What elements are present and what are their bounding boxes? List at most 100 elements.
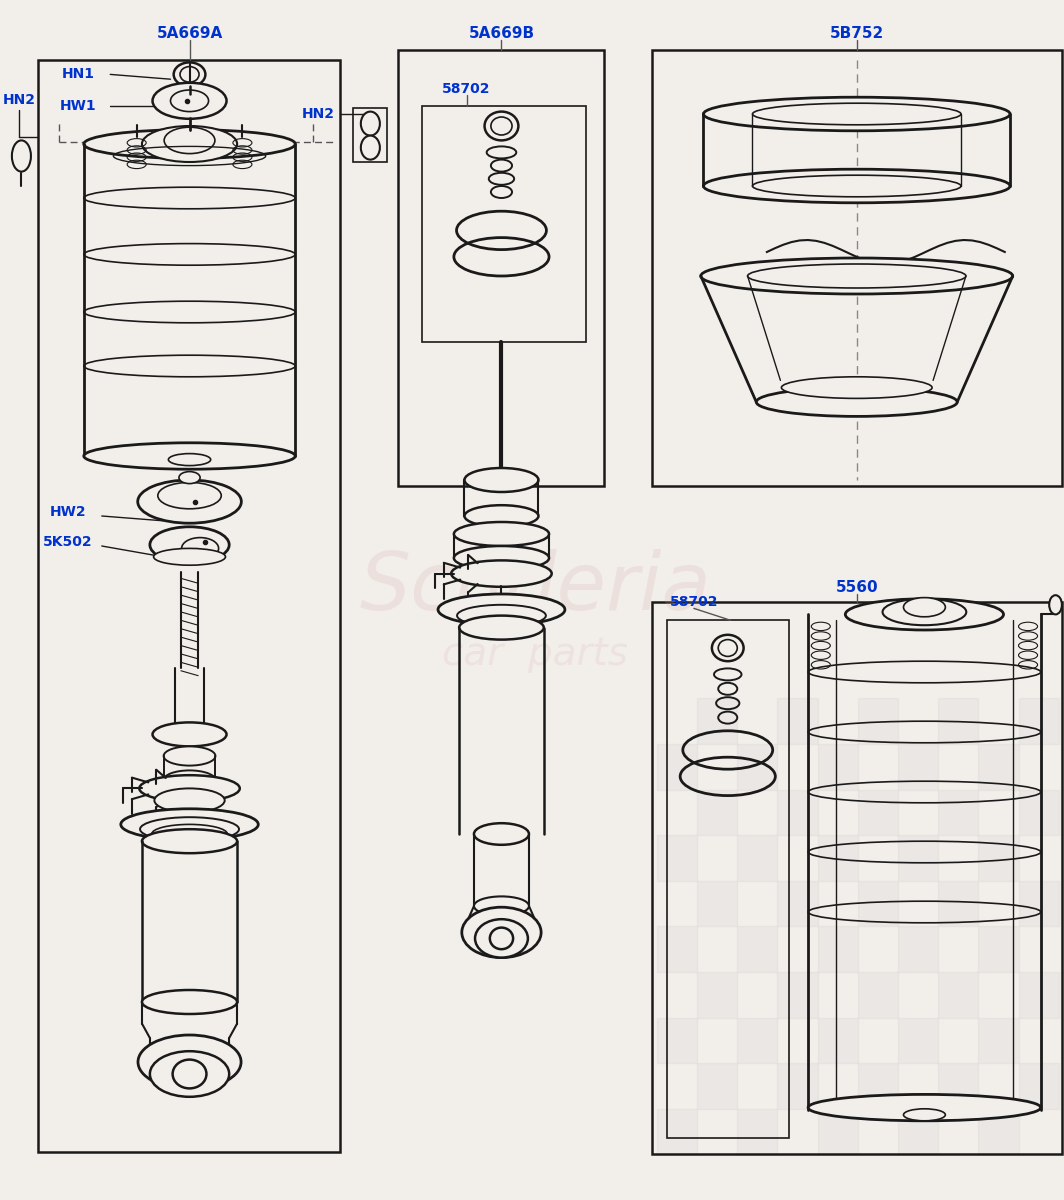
Bar xyxy=(656,926,697,972)
Bar xyxy=(898,1109,938,1154)
Ellipse shape xyxy=(168,454,211,466)
Text: 5560: 5560 xyxy=(835,581,878,595)
Text: 5A669B: 5A669B xyxy=(468,26,534,41)
Bar xyxy=(898,926,938,972)
Ellipse shape xyxy=(150,1051,229,1097)
Ellipse shape xyxy=(121,809,259,840)
Bar xyxy=(1018,881,1059,926)
Text: 5B752: 5B752 xyxy=(830,26,884,41)
Text: HN1: HN1 xyxy=(62,67,95,82)
Bar xyxy=(398,50,604,486)
Bar xyxy=(898,835,938,881)
Text: HW2: HW2 xyxy=(50,505,86,520)
Ellipse shape xyxy=(491,116,512,134)
Ellipse shape xyxy=(757,388,958,416)
Bar xyxy=(656,835,697,881)
Bar xyxy=(858,881,898,926)
Bar xyxy=(737,1109,778,1154)
Ellipse shape xyxy=(173,62,205,86)
Text: 5A669A: 5A669A xyxy=(156,26,222,41)
Bar xyxy=(1018,972,1059,1018)
Text: 5K502: 5K502 xyxy=(44,535,93,550)
Ellipse shape xyxy=(882,599,966,625)
Bar xyxy=(778,790,817,835)
Bar xyxy=(938,972,979,1018)
Bar xyxy=(817,1109,858,1154)
Bar xyxy=(817,744,858,790)
Ellipse shape xyxy=(152,83,227,119)
Ellipse shape xyxy=(179,472,200,484)
Ellipse shape xyxy=(460,616,544,640)
Bar xyxy=(656,744,697,790)
Ellipse shape xyxy=(454,522,549,546)
Ellipse shape xyxy=(475,919,528,958)
Ellipse shape xyxy=(703,97,1010,131)
Ellipse shape xyxy=(84,443,296,469)
Ellipse shape xyxy=(139,775,239,802)
Ellipse shape xyxy=(170,90,209,112)
Ellipse shape xyxy=(180,67,199,82)
Ellipse shape xyxy=(454,546,549,570)
Bar xyxy=(778,881,817,926)
Text: car  parts: car parts xyxy=(443,635,629,673)
Bar xyxy=(737,1018,778,1063)
Ellipse shape xyxy=(845,599,1003,630)
Bar xyxy=(898,1018,938,1063)
Bar xyxy=(938,1063,979,1109)
Bar xyxy=(697,698,737,744)
Bar xyxy=(1018,1063,1059,1109)
Ellipse shape xyxy=(137,480,242,523)
Bar xyxy=(858,1063,898,1109)
Bar xyxy=(979,1018,1018,1063)
Ellipse shape xyxy=(489,928,513,949)
Text: 58702: 58702 xyxy=(669,595,718,610)
Bar xyxy=(697,972,737,1018)
Ellipse shape xyxy=(903,1109,945,1121)
Bar xyxy=(697,881,737,926)
Bar xyxy=(858,698,898,744)
Text: HN2: HN2 xyxy=(3,92,36,107)
Ellipse shape xyxy=(752,175,961,197)
Bar xyxy=(938,881,979,926)
Bar xyxy=(737,744,778,790)
Ellipse shape xyxy=(164,127,215,154)
Ellipse shape xyxy=(718,640,737,656)
Bar xyxy=(817,1018,858,1063)
Bar xyxy=(938,698,979,744)
Ellipse shape xyxy=(438,594,565,625)
Bar xyxy=(979,1109,1018,1154)
Bar xyxy=(1018,698,1059,744)
Ellipse shape xyxy=(712,635,744,661)
Bar xyxy=(778,698,817,744)
Bar xyxy=(979,744,1018,790)
Bar xyxy=(697,1063,737,1109)
Ellipse shape xyxy=(484,112,518,140)
Ellipse shape xyxy=(140,817,239,841)
Ellipse shape xyxy=(809,1094,1041,1121)
Ellipse shape xyxy=(152,824,228,844)
Bar xyxy=(667,620,789,1138)
Ellipse shape xyxy=(152,722,227,746)
Ellipse shape xyxy=(465,505,538,527)
Ellipse shape xyxy=(154,788,225,812)
Ellipse shape xyxy=(451,560,552,587)
Ellipse shape xyxy=(473,896,529,916)
Bar xyxy=(1018,790,1059,835)
Bar xyxy=(422,106,586,342)
Bar xyxy=(858,972,898,1018)
Bar xyxy=(697,790,737,835)
Bar xyxy=(651,602,1062,1154)
Ellipse shape xyxy=(164,746,215,766)
Ellipse shape xyxy=(182,538,218,559)
Ellipse shape xyxy=(462,907,542,958)
Bar xyxy=(38,60,339,1152)
Ellipse shape xyxy=(84,130,296,158)
Bar xyxy=(778,1063,817,1109)
Bar xyxy=(651,50,1062,486)
Ellipse shape xyxy=(701,258,1013,294)
Text: HW1: HW1 xyxy=(61,98,97,113)
Ellipse shape xyxy=(781,377,932,398)
Ellipse shape xyxy=(752,103,961,125)
Ellipse shape xyxy=(473,823,529,845)
Ellipse shape xyxy=(142,829,237,853)
